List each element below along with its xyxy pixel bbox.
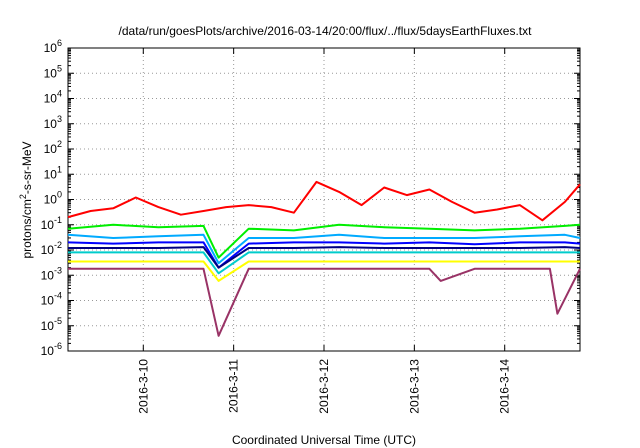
y-tick-label: 101	[44, 164, 62, 181]
y-tick-label: 106	[44, 38, 62, 55]
y-tick-labels: 10-6 10-5 10-4 10-3 10-2 10-1 100 101 102 103 104 1…	[41, 38, 62, 358]
y-tick-label: 100	[44, 190, 62, 207]
y-tick-label: 10-4	[41, 291, 62, 308]
y-tick-label: 105	[44, 63, 62, 80]
x-axis-label: Coordinated Universal Time (UTC)	[232, 433, 416, 447]
series-line-5	[68, 246, 581, 269]
series-line-3	[67, 233, 581, 265]
x-tick-label: 2016-3-10	[136, 359, 150, 414]
series-line-2	[67, 223, 581, 259]
series-line-1	[67, 180, 581, 222]
y-tick-label: 102	[44, 139, 62, 156]
axis-ticks	[68, 47, 580, 352]
y-axis-label-rest: -s-sr-MeV	[20, 141, 34, 194]
y-tick-label: 10-3	[41, 265, 62, 282]
series-line-4	[67, 241, 581, 269]
series-lines	[67, 180, 581, 337]
y-tick-label: 103	[44, 114, 62, 131]
x-tick-label: 2016-3-13	[407, 359, 421, 414]
series-line-8	[68, 267, 581, 337]
x-tick-label: 2016-3-14	[498, 359, 512, 414]
x-tick-labels: 2016-3-10 2016-3-11 2016-3-12 2016-3-13 2016…	[136, 359, 511, 414]
y-tick-label: 10-1	[41, 215, 62, 232]
y-axis-label-sup: 2	[18, 194, 28, 199]
y-tick-label: 10-6	[41, 341, 62, 358]
x-tick-label: 2016-3-11	[227, 359, 241, 413]
y-tick-label: 104	[44, 89, 62, 106]
series-line-7	[68, 260, 580, 282]
y-axis-label-main: protons/cm	[20, 199, 34, 258]
chart-title: /data/run/goesPlots/archive/2016-03-14/2…	[119, 24, 533, 38]
y-tick-label: 10-5	[41, 316, 62, 333]
y-axis-label: protons/cm2-s-sr-MeV	[18, 141, 34, 258]
grid-lines	[68, 48, 580, 351]
x-tick-label: 2016-3-12	[317, 359, 331, 414]
y-tick-label: 10-2	[41, 240, 62, 257]
series-line-6	[68, 251, 580, 275]
